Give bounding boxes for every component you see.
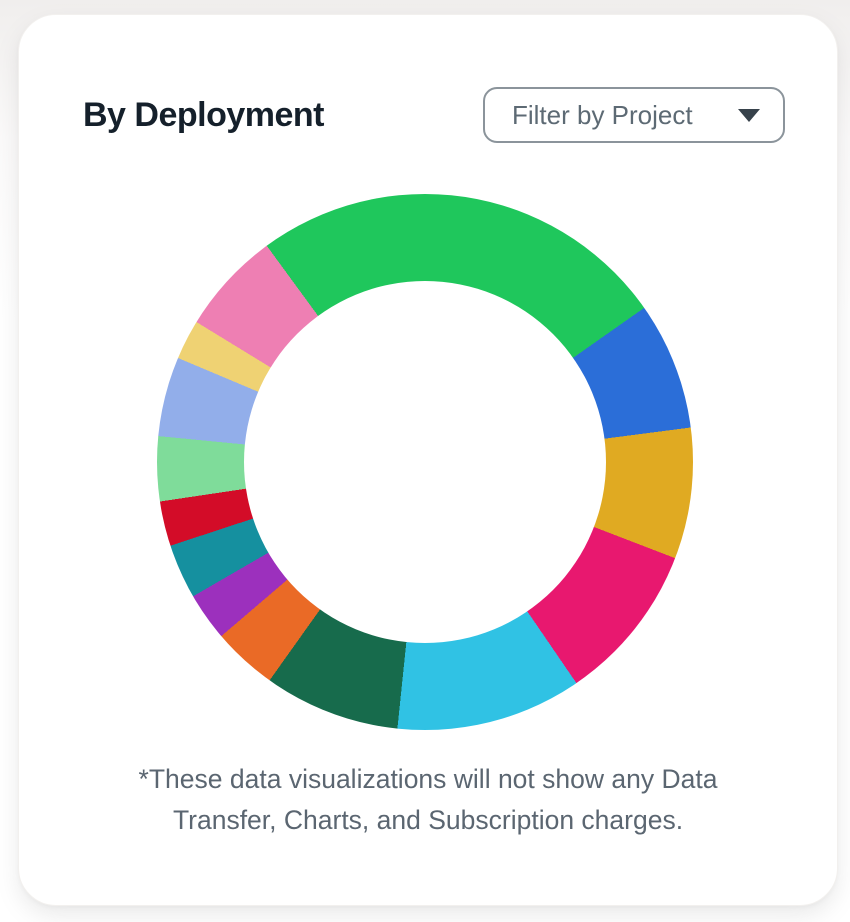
filter-by-project-dropdown[interactable]: Filter by Project [483,87,785,143]
page-title: By Deployment [83,95,325,134]
donut-chart [157,194,693,730]
footnote-line-2: Transfer, Charts, and Subscription charg… [172,805,684,835]
footnote-line-1: *These data visualizations will not show… [138,764,718,794]
card-header: By Deployment Filter by Project [83,87,785,143]
footnote: *These data visualizations will not show… [19,759,837,841]
donut-hole [244,281,606,643]
caret-down-icon [738,108,760,122]
dropdown-label: Filter by Project [512,99,693,130]
deployment-card: By Deployment Filter by Project *These d… [18,14,838,906]
